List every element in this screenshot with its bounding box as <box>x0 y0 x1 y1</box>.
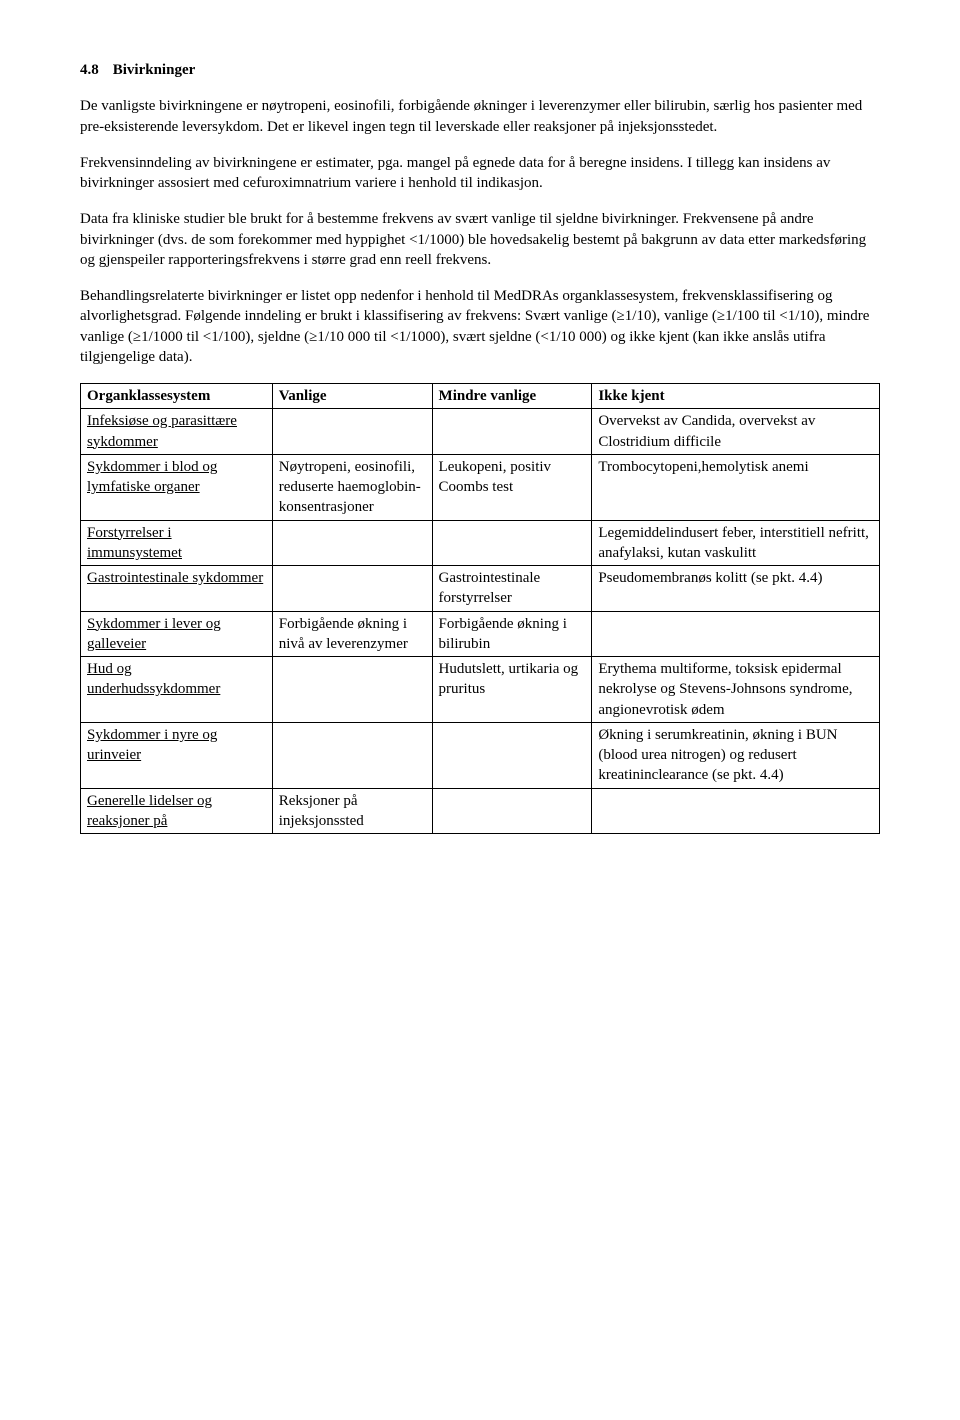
cell-common <box>272 722 432 788</box>
cell-uncommon <box>432 520 592 566</box>
table-row: Generelle lidelser og reaksjoner på Reks… <box>81 788 880 834</box>
cell-uncommon <box>432 409 592 455</box>
col-header-uncommon: Mindre vanlige <box>432 384 592 409</box>
cell-common: Reksjoner på injeksjonssted <box>272 788 432 834</box>
organ-class: Generelle lidelser og reaksjoner på <box>87 793 212 829</box>
section-title: Bivirkninger <box>113 62 196 78</box>
paragraph: Data fra kliniske studier ble brukt for … <box>80 209 880 270</box>
cell-common <box>272 409 432 455</box>
organ-class: Sykdommer i lever og galleveier <box>87 616 221 652</box>
table-row: Sykdommer i lever og galleveier Forbigåe… <box>81 611 880 657</box>
col-header-organ: Organklassesystem <box>81 384 273 409</box>
cell-unknown <box>592 611 880 657</box>
cell-uncommon <box>432 722 592 788</box>
organ-class: Forstyrrelser i immunsystemet <box>87 525 182 561</box>
table-row: Hud og underhudssykdommer Hudutslett, ur… <box>81 657 880 723</box>
paragraph: De vanligste bivirkningene er nøytropeni… <box>80 96 880 137</box>
section-number: 4.8 <box>80 60 99 80</box>
cell-unknown: Trombocytopeni,hemolytisk anemi <box>592 454 880 520</box>
organ-class: Hud og underhudssykdommer <box>87 661 220 697</box>
table-row: Gastrointestinale sykdommer Gastrointest… <box>81 566 880 612</box>
cell-common: Forbigående økning i nivå av leverenzyme… <box>272 611 432 657</box>
cell-common: Nøytropeni, eosinofili, reduserte haemog… <box>272 454 432 520</box>
cell-unknown: Pseudomembranøs kolitt (se pkt. 4.4) <box>592 566 880 612</box>
cell-unknown: Økning i serumkreatinin, økning i BUN (b… <box>592 722 880 788</box>
paragraph: Behandlingsrelaterte bivirkninger er lis… <box>80 286 880 367</box>
cell-common <box>272 657 432 723</box>
cell-unknown: Overvekst av Candida, overvekst av Clost… <box>592 409 880 455</box>
cell-unknown: Legemiddelindusert feber, interstitiell … <box>592 520 880 566</box>
organ-class: Sykdommer i nyre og urinveier <box>87 727 217 763</box>
adverse-effects-table: Organklassesystem Vanlige Mindre vanlige… <box>80 383 880 834</box>
organ-class: Sykdommer i blod og lymfatiske organer <box>87 459 217 495</box>
table-row: Infeksiøse og parasittære sykdommer Over… <box>81 409 880 455</box>
cell-unknown <box>592 788 880 834</box>
table-row: Sykdommer i nyre og urinveier Økning i s… <box>81 722 880 788</box>
cell-uncommon: Gastrointestinale forstyrrelser <box>432 566 592 612</box>
cell-uncommon <box>432 788 592 834</box>
cell-common <box>272 566 432 612</box>
cell-common <box>272 520 432 566</box>
section-heading: 4.8 Bivirkninger <box>80 60 880 80</box>
table-header-row: Organklassesystem Vanlige Mindre vanlige… <box>81 384 880 409</box>
table-row: Forstyrrelser i immunsystemet Legemiddel… <box>81 520 880 566</box>
cell-uncommon: Forbigående økning i bilirubin <box>432 611 592 657</box>
col-header-common: Vanlige <box>272 384 432 409</box>
col-header-unknown: Ikke kjent <box>592 384 880 409</box>
paragraph: Frekvensinndeling av bivirkningene er es… <box>80 153 880 194</box>
table-row: Sykdommer i blod og lymfatiske organer N… <box>81 454 880 520</box>
cell-uncommon: Hudutslett, urtikaria og pruritus <box>432 657 592 723</box>
organ-class: Gastrointestinale sykdommer <box>87 570 263 586</box>
cell-unknown: Erythema multiforme, toksisk epidermal n… <box>592 657 880 723</box>
organ-class: Infeksiøse og parasittære sykdommer <box>87 413 237 449</box>
cell-uncommon: Leukopeni, positiv Coombs test <box>432 454 592 520</box>
